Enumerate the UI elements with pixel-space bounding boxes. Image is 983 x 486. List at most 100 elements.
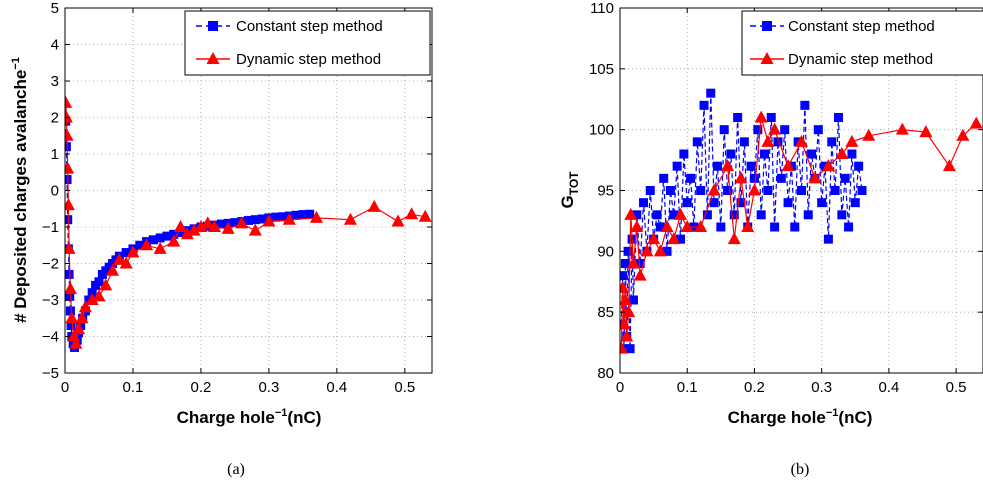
data-point-constant-step-method	[712, 161, 722, 171]
data-point-dynamic-step-method	[808, 171, 822, 184]
data-point-dynamic-step-method	[694, 220, 708, 232]
data-point-dynamic-step-method	[741, 220, 755, 232]
data-point-dynamic-step-method	[768, 122, 782, 135]
data-point-dynamic-step-method	[620, 317, 631, 330]
data-point-constant-step-method	[169, 229, 179, 239]
legend-b: Constant step method Dynamic step method	[741, 10, 983, 76]
data-point-dynamic-step-method	[85, 293, 99, 305]
series-group	[65, 95, 432, 352]
data-point-constant-step-method	[65, 306, 75, 316]
series-group	[620, 88, 983, 354]
data-point-dynamic-step-method	[119, 256, 133, 269]
data-point-constant-step-method	[813, 125, 823, 135]
data-point-dynamic-step-method	[65, 95, 73, 108]
data-point-dynamic-step-method	[99, 278, 113, 291]
x-tick-label: 0.4	[326, 379, 347, 396]
data-point-constant-step-method	[65, 269, 74, 279]
data-point-dynamic-step-method	[630, 220, 644, 232]
data-point-constant-step-method	[803, 210, 813, 220]
data-point-constant-step-method	[756, 210, 766, 220]
data-point-constant-step-method	[65, 175, 72, 185]
data-point-dynamic-step-method	[65, 128, 74, 141]
data-point-dynamic-step-method	[620, 293, 632, 305]
data-point-dynamic-step-method	[653, 244, 667, 257]
data-point-constant-step-method	[298, 210, 308, 220]
x-tick-label: 0.3	[811, 379, 832, 396]
data-point-constant-step-method	[250, 215, 260, 225]
data-point-dynamic-step-method	[667, 232, 681, 245]
y-tick-label: 1	[51, 146, 59, 163]
data-point-constant-step-method	[780, 125, 790, 135]
data-point-dynamic-step-method	[140, 238, 154, 251]
data-point-constant-step-method	[729, 210, 739, 220]
y-tick-label: 80	[597, 365, 614, 382]
data-point-dynamic-step-method	[67, 329, 81, 342]
y-axis-label-a: # Deposited charges avalanche−1	[10, 57, 30, 323]
data-point-dynamic-step-method	[65, 311, 79, 324]
data-point-constant-step-method	[733, 113, 743, 122]
data-point-dynamic-step-method	[187, 223, 201, 236]
data-point-constant-step-method	[87, 288, 97, 298]
data-point-constant-step-method	[148, 235, 158, 245]
data-point-dynamic-step-method	[674, 207, 687, 220]
data-point-constant-step-method	[665, 186, 675, 195]
data-point-dynamic-step-method	[795, 134, 808, 147]
series-line-constant-step-method	[620, 93, 863, 349]
data-point-constant-step-method	[773, 137, 783, 147]
legend-a: Constant step method Dynamic step method	[184, 10, 431, 76]
data-point-constant-step-method	[709, 198, 719, 208]
data-point-constant-step-method	[76, 321, 86, 331]
data-point-constant-step-method	[121, 248, 131, 258]
data-point-constant-step-method	[669, 210, 679, 220]
data-point-constant-step-method	[807, 149, 817, 159]
data-point-constant-step-method	[176, 227, 186, 237]
data-point-constant-step-method	[659, 173, 669, 183]
y-tick-label: 3	[51, 73, 59, 90]
data-point-constant-step-method	[827, 137, 837, 147]
data-point-constant-step-method	[783, 198, 793, 208]
data-point-dynamic-step-method	[620, 341, 628, 354]
data-point-constant-step-method	[216, 219, 226, 229]
data-point-dynamic-step-method	[367, 199, 381, 212]
data-point-constant-step-method	[162, 231, 172, 241]
data-point-dynamic-step-method	[65, 241, 76, 254]
x-tick-label: 0.1	[677, 379, 698, 396]
data-point-dynamic-step-method	[647, 232, 661, 245]
data-point-dynamic-step-method	[821, 159, 835, 172]
data-point-constant-step-method	[770, 222, 780, 232]
data-point-constant-step-method	[66, 321, 76, 331]
data-point-dynamic-step-method	[895, 122, 909, 135]
data-point-constant-step-method	[244, 215, 253, 225]
data-point-constant-step-method	[655, 222, 665, 232]
data-point-constant-step-method	[753, 125, 763, 135]
data-point-constant-step-method	[766, 113, 776, 122]
x-tick-label: 0	[616, 379, 624, 396]
data-point-dynamic-step-method	[248, 223, 262, 236]
data-point-constant-step-method	[719, 125, 729, 135]
data-point-dynamic-step-method	[727, 232, 741, 245]
legend-marker-constant-a	[208, 21, 218, 31]
data-point-dynamic-step-method	[180, 227, 194, 240]
data-point-dynamic-step-method	[620, 280, 630, 293]
data-point-dynamic-step-method	[624, 207, 638, 220]
data-point-constant-step-method	[623, 246, 633, 256]
data-point-dynamic-step-method	[167, 234, 181, 247]
data-point-dynamic-step-method	[622, 305, 636, 318]
data-point-constant-step-method	[639, 198, 649, 208]
y-tick-label: −3	[42, 292, 59, 309]
data-point-constant-step-method	[833, 113, 843, 122]
data-point-constant-step-method	[230, 218, 240, 228]
data-point-dynamic-step-method	[754, 110, 768, 123]
data-point-constant-step-method	[726, 149, 736, 159]
series-layer-a	[65, 95, 432, 352]
y-tick-label: −1	[42, 219, 59, 236]
y-tick-label: 90	[597, 243, 614, 260]
chart-panel-a: 0 0.1 0.2 0.3 0.4 0.5 −5 −4 −3 −2 −1 0 1 2 3 4 5 Charge …	[10, 0, 433, 478]
data-point-dynamic-step-method	[309, 210, 323, 223]
legend-label-constant-a: Constant step method	[236, 18, 383, 35]
data-point-dynamic-step-method	[92, 289, 106, 302]
data-point-dynamic-step-method	[65, 110, 73, 123]
data-point-dynamic-step-method	[721, 159, 735, 172]
series-line-dynamic-step-method	[65, 102, 426, 344]
data-point-constant-step-method	[817, 198, 827, 208]
